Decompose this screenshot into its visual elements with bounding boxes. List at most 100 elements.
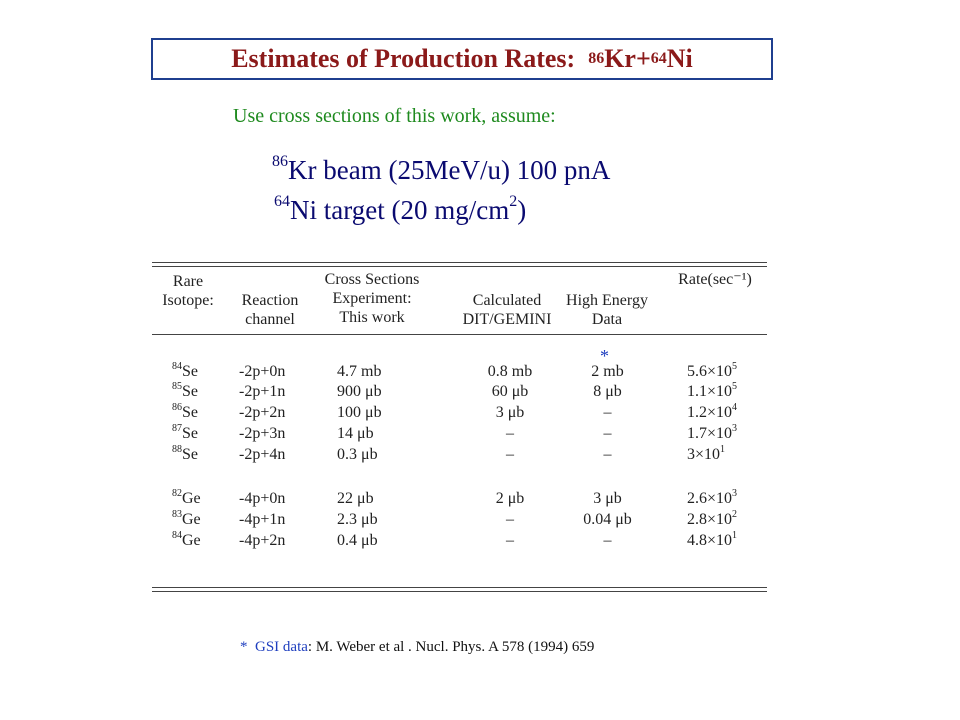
experiment-cell: 100 μb — [337, 404, 382, 421]
header-isotope: Rare Isotope: — [158, 272, 218, 310]
rate-mantissa: 4.8×10 — [687, 532, 733, 549]
rate-exponent: 1 — [732, 530, 738, 541]
isotope-cell: 88Se — [172, 445, 198, 465]
header-isotope-line1: Rare — [172, 273, 204, 290]
isotope-cell: 83Ge — [172, 510, 201, 530]
isotope-mass: 84 — [172, 530, 182, 541]
isotope-element: Ge — [182, 490, 201, 507]
calculated-cell: 60 μb — [491, 383, 529, 400]
isotope-mass: 87 — [172, 423, 182, 434]
isotope-element: Se — [182, 446, 198, 463]
isotope-element: Ge — [182, 532, 201, 549]
header-calculated-line1: Calculated — [472, 292, 542, 309]
rate-exponent: 1 — [720, 444, 726, 455]
header-high-energy-line1: High Energy — [566, 292, 648, 309]
target-mass: 64 — [274, 193, 290, 210]
header-channel: Reaction channel — [230, 291, 310, 329]
header-calculated: Calculated DIT/GEMINI — [447, 291, 567, 329]
experiment-cell: 0.3 μb — [337, 446, 378, 463]
isotope-element: Ge — [182, 511, 201, 528]
experiment-cell: 14 μb — [337, 425, 374, 442]
slide-title: Estimates of Production Rates: 86 Kr+ 64 Ni — [151, 38, 773, 80]
isotope-element: Se — [182, 363, 198, 380]
high-energy-cell: – — [603, 446, 612, 463]
footnote-ref: : M. Weber et al . Nucl. Phys. A 578 (19… — [307, 639, 595, 655]
rate-cell: 5.6×105 — [687, 362, 737, 382]
title-kr: Kr+ — [604, 44, 651, 73]
target-condition: 64Ni target (20 mg/cm2) — [274, 193, 527, 226]
channel-cell: -4p+2n — [239, 532, 286, 549]
isotope-cell: 86Se — [172, 403, 198, 423]
rate-exponent: 2 — [732, 509, 738, 520]
isotope-mass: 83 — [172, 509, 182, 520]
rate-exponent: 3 — [732, 488, 738, 499]
rate-mantissa: 2.6×10 — [687, 490, 733, 507]
rate-exponent: 4 — [732, 402, 738, 413]
rate-mantissa: 3×10 — [687, 446, 721, 463]
channel-cell: -2p+0n — [239, 363, 286, 380]
high-energy-cell: 8 μb — [593, 383, 622, 400]
high-energy-cell: – — [603, 425, 612, 442]
target-text: Ni target (20 mg/cm — [290, 195, 510, 225]
rate-mantissa: 1.7×10 — [687, 425, 733, 442]
footnote-source: GSI data — [255, 639, 308, 655]
table-top-rule-2 — [152, 266, 767, 267]
experiment-cell: 2.3 μb — [337, 511, 378, 528]
rate-exponent: 5 — [732, 361, 738, 372]
rate-exponent: 3 — [732, 423, 738, 434]
channel-cell: -2p+1n — [239, 383, 286, 400]
calculated-cell: – — [506, 511, 514, 528]
rate-cell: 4.8×101 — [687, 531, 737, 551]
channel-cell: -4p+1n — [239, 511, 286, 528]
experiment-cell: 0.4 μb — [337, 532, 378, 549]
target-exp: 2 — [509, 193, 518, 210]
rate-mantissa: 1.2×10 — [687, 404, 733, 421]
footnote-star: * — [240, 639, 248, 655]
isotope-cell: 84Se — [172, 362, 198, 382]
isotope-mass: 82 — [172, 488, 182, 499]
title-text: Estimates of Production Rates: — [231, 44, 576, 73]
high-energy-cell: 3 μb — [593, 490, 622, 507]
beam-mass: 86 — [272, 153, 288, 170]
calculated-cell: 3 μb — [495, 404, 525, 421]
isotope-mass: 86 — [172, 402, 182, 413]
high-energy-cell: 0.04 μb — [583, 511, 632, 528]
isotope-cell: 84Ge — [172, 531, 201, 551]
cross-section-table: Rare Isotope: Reaction channel Cross Sec… — [152, 262, 767, 597]
high-energy-cell: – — [603, 532, 612, 549]
table-bottom-rule-2 — [152, 591, 767, 592]
title-ni: Ni — [666, 44, 693, 73]
channel-cell: -2p+4n — [239, 446, 286, 463]
header-rate: Rate(sec⁻¹) — [678, 271, 752, 288]
high-energy-cell: 2 mb — [591, 363, 624, 380]
rate-mantissa: 1.1×10 — [687, 383, 733, 400]
header-high-energy-line2: Data — [591, 311, 623, 328]
isotope-mass: 85 — [172, 381, 182, 392]
rate-cell: 1.1×105 — [687, 382, 737, 402]
channel-cell: -2p+2n — [239, 404, 286, 421]
footnote: * GSI data: M. Weber et al . Nucl. Phys.… — [240, 639, 594, 656]
isotope-cell: 87Se — [172, 424, 198, 444]
rate-cell: 2.6×103 — [687, 489, 737, 509]
header-high-energy: High Energy Data — [557, 291, 657, 329]
header-channel-line1: Reaction — [241, 292, 299, 309]
rate-mantissa: 5.6×10 — [687, 363, 733, 380]
rate-exponent: 5 — [732, 381, 738, 392]
calculated-cell: 0.8 mb — [487, 363, 533, 380]
target-close: ) — [517, 195, 527, 225]
table-bottom-rule — [152, 587, 767, 588]
channel-cell: -2p+3n — [239, 425, 286, 442]
isotope-element: Se — [182, 425, 198, 442]
isotope-mass: 88 — [172, 444, 182, 455]
isotope-element: Se — [182, 404, 198, 421]
high-energy-cell: – — [603, 404, 612, 421]
header-experiment: Cross Sections Experiment: This work — [312, 270, 432, 327]
channel-cell: -4p+0n — [239, 490, 286, 507]
rate-cell: 2.8×102 — [687, 510, 737, 530]
calculated-cell: – — [506, 425, 514, 442]
header-experiment-line2: Experiment: — [332, 290, 412, 307]
header-experiment-line1: Cross Sections — [324, 271, 420, 288]
beam-condition: 86Kr beam (25MeV/u) 100 pnA — [272, 153, 611, 186]
header-experiment-line3: This work — [339, 309, 405, 326]
beam-text: Kr beam (25MeV/u) 100 pnA — [288, 155, 611, 185]
